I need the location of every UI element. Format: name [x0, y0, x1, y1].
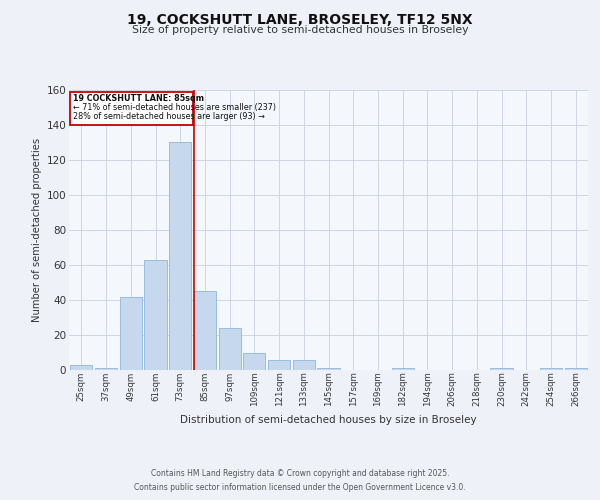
Bar: [70, 365, 92, 370]
Bar: [194, 291, 216, 370]
Bar: [268, 360, 290, 370]
Bar: [317, 368, 340, 370]
Bar: [119, 296, 142, 370]
Text: ← 71% of semi-detached houses are smaller (237): ← 71% of semi-detached houses are smalle…: [73, 103, 277, 112]
Bar: [392, 368, 414, 370]
FancyBboxPatch shape: [70, 92, 193, 125]
Text: Size of property relative to semi-detached houses in Broseley: Size of property relative to semi-detach…: [132, 25, 468, 35]
Bar: [540, 368, 562, 370]
Text: Contains HM Land Registry data © Crown copyright and database right 2025.: Contains HM Land Registry data © Crown c…: [151, 468, 449, 477]
Text: 19, COCKSHUTT LANE, BROSELEY, TF12 5NX: 19, COCKSHUTT LANE, BROSELEY, TF12 5NX: [127, 12, 473, 26]
Bar: [293, 360, 315, 370]
Bar: [218, 328, 241, 370]
Text: 28% of semi-detached houses are larger (93) →: 28% of semi-detached houses are larger (…: [73, 112, 265, 121]
Text: Contains public sector information licensed under the Open Government Licence v3: Contains public sector information licen…: [134, 484, 466, 492]
Text: 19 COCKSHUTT LANE: 85sqm: 19 COCKSHUTT LANE: 85sqm: [73, 94, 205, 104]
Bar: [565, 368, 587, 370]
Bar: [243, 352, 265, 370]
X-axis label: Distribution of semi-detached houses by size in Broseley: Distribution of semi-detached houses by …: [180, 414, 477, 424]
Bar: [169, 142, 191, 370]
Bar: [95, 368, 117, 370]
Y-axis label: Number of semi-detached properties: Number of semi-detached properties: [32, 138, 43, 322]
Bar: [145, 260, 167, 370]
Bar: [490, 368, 512, 370]
